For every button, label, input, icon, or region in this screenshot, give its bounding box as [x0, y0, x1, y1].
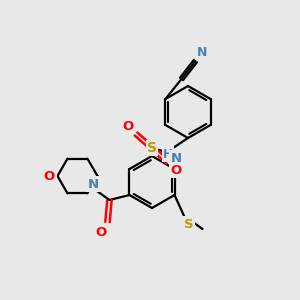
Text: O: O: [96, 226, 107, 238]
Text: S: S: [147, 141, 157, 155]
Text: H: H: [163, 148, 173, 160]
Text: O: O: [122, 119, 134, 133]
Text: N: N: [88, 178, 99, 190]
Text: O: O: [170, 164, 182, 176]
Text: O: O: [44, 169, 55, 182]
Text: S: S: [184, 218, 193, 230]
Text: N: N: [170, 152, 182, 164]
Text: N: N: [197, 46, 208, 59]
